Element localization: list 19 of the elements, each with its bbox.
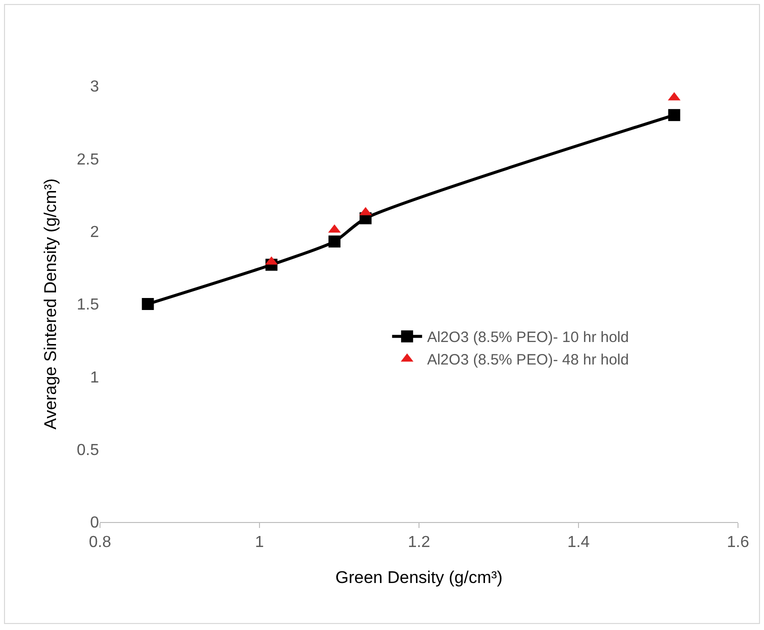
legend-label: Al2O3 (8.5% PEO)- 48 hr hold: [427, 352, 629, 369]
point: [668, 109, 680, 122]
x-tick-label: 0.8: [88, 534, 112, 552]
x-tick-label: 1: [255, 534, 264, 552]
y-tick-label: 0: [90, 514, 100, 532]
x-tick-label: 1.4: [567, 534, 590, 552]
x-tick-label: 1.6: [726, 534, 750, 552]
y-tick-label: 1.5: [76, 296, 100, 314]
x-tick-label: 1.2: [408, 534, 430, 552]
y-axis-title: Average Sintered Density (g/cm³): [41, 178, 60, 430]
y-tick-label: 3: [90, 78, 100, 96]
x-axis-title: Green Density (g/cm³): [335, 568, 503, 587]
legend-label: Al2O3 (8.5% PEO)- 10 hr hold: [427, 329, 629, 346]
y-tick-label: 1: [90, 369, 100, 386]
point: [142, 298, 154, 310]
y-tick-label: 0.5: [76, 442, 100, 459]
point: [328, 236, 340, 248]
y-tick-label: 2: [90, 224, 100, 241]
y-tick-label: 2.5: [76, 151, 100, 168]
